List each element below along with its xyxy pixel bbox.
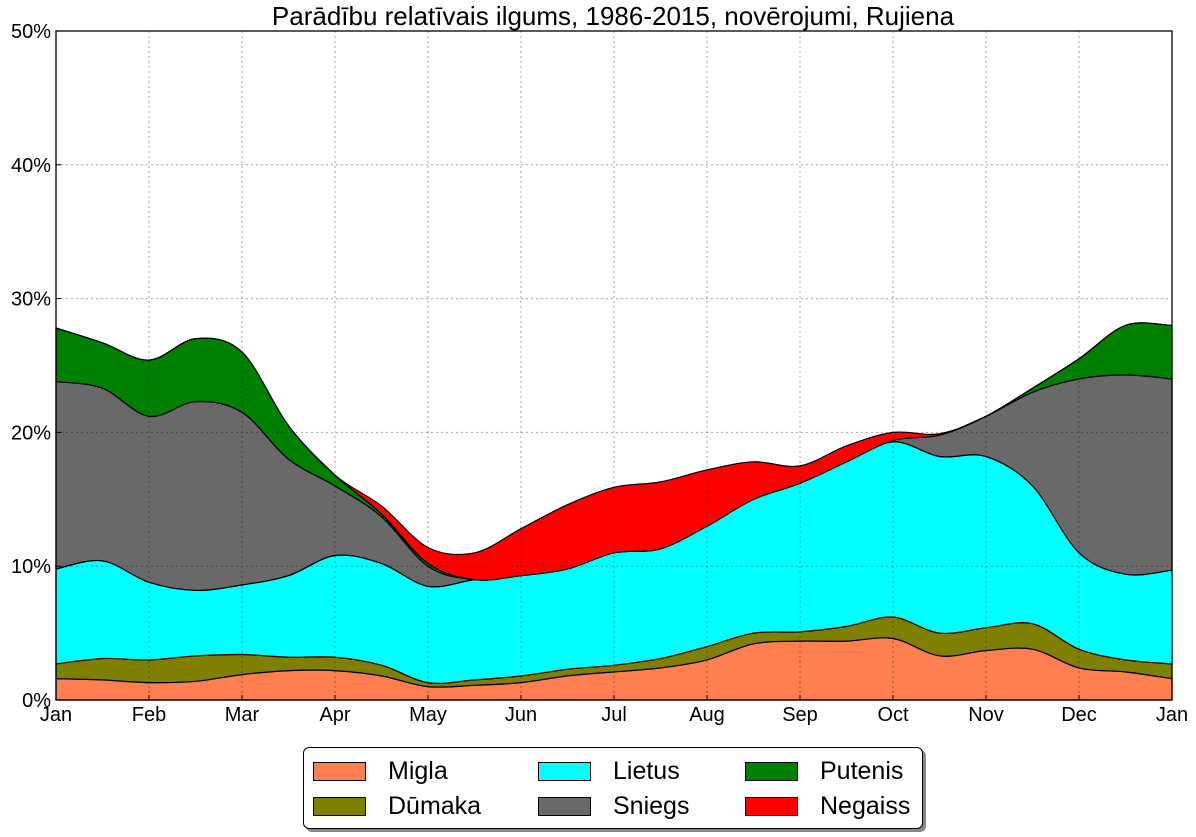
y-tick-label: 30% — [11, 289, 51, 311]
x-axis: Jan Feb Mar Apr May Jun Jul Aug Sep Oct Nov Dec Jan — [40, 695, 1188, 726]
y-tick-label: 0% — [22, 690, 51, 712]
legend-label-migla: Migla — [388, 757, 448, 785]
x-tick-label: Mar — [225, 704, 260, 726]
legend: Migla Dūmaka Lietus Sniegs Putenis Negai… — [303, 747, 923, 829]
x-tick-label: Jul — [601, 704, 627, 726]
y-tick-label: 20% — [11, 422, 51, 444]
x-tick-label: Aug — [689, 704, 725, 726]
x-tick-label: Apr — [319, 704, 350, 726]
y-tick-label: 40% — [11, 155, 51, 177]
y-axis: 0% 10% 20% 30% 40% 50% — [11, 21, 61, 712]
x-tick-label: Dec — [1061, 704, 1097, 726]
legend-label-negaiss: Negaiss — [820, 792, 911, 820]
legend-item-migla: Migla — [313, 759, 448, 784]
x-tick-label: May — [409, 704, 447, 726]
stacked-area-chart: Parādību relatīvais ilgums, 1986-2015, n… — [11, 1, 1188, 726]
legend-swatch-negaiss — [745, 797, 798, 816]
legend-swatch-putenis — [745, 762, 798, 781]
legend-label-lietus: Lietus — [613, 757, 680, 785]
legend-swatch-lietus — [538, 762, 591, 781]
x-tick-label: Nov — [968, 704, 1004, 726]
x-tick-label: Jan — [40, 704, 72, 726]
x-tick-label: Sep — [782, 704, 818, 726]
legend-label-dumaka: Dūmaka — [388, 792, 482, 820]
legend-item-negaiss: Negaiss — [745, 794, 910, 819]
x-tick-label: Jun — [505, 704, 537, 726]
x-tick-label: Oct — [877, 704, 909, 726]
legend-swatch-migla — [313, 762, 366, 781]
legend-item-putenis: Putenis — [745, 759, 903, 784]
y-tick-label: 10% — [11, 556, 51, 578]
grid-lines — [56, 31, 1172, 700]
legend-item-lietus: Lietus — [538, 759, 680, 784]
legend-item-sniegs: Sniegs — [538, 794, 689, 819]
x-tick-label: Jan — [1156, 704, 1188, 726]
chart-title: Parādību relatīvais ilgums, 1986-2015, n… — [272, 1, 955, 31]
legend-swatch-dumaka — [313, 797, 366, 816]
legend-label-sniegs: Sniegs — [613, 792, 690, 820]
y-tick-label: 50% — [11, 21, 51, 43]
legend-item-dumaka: Dūmaka — [313, 794, 481, 819]
legend-label-putenis: Putenis — [820, 757, 904, 785]
legend-swatch-sniegs — [538, 797, 591, 816]
x-tick-label: Feb — [132, 704, 166, 726]
